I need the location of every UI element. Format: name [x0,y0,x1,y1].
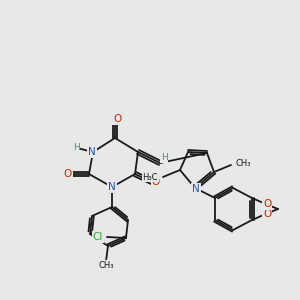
Text: H: H [73,142,80,152]
Text: H₃C: H₃C [142,172,158,182]
Text: N: N [192,184,200,194]
Text: O: O [263,199,271,209]
Text: N: N [108,182,116,192]
Text: O: O [263,209,271,219]
Text: CH₃: CH₃ [98,260,114,269]
Text: O: O [64,169,72,179]
Text: N: N [88,147,96,157]
Text: H: H [160,154,167,163]
Text: O: O [152,177,160,187]
Text: CH₃: CH₃ [236,160,251,169]
Text: O: O [113,114,121,124]
Text: Cl: Cl [93,232,103,242]
